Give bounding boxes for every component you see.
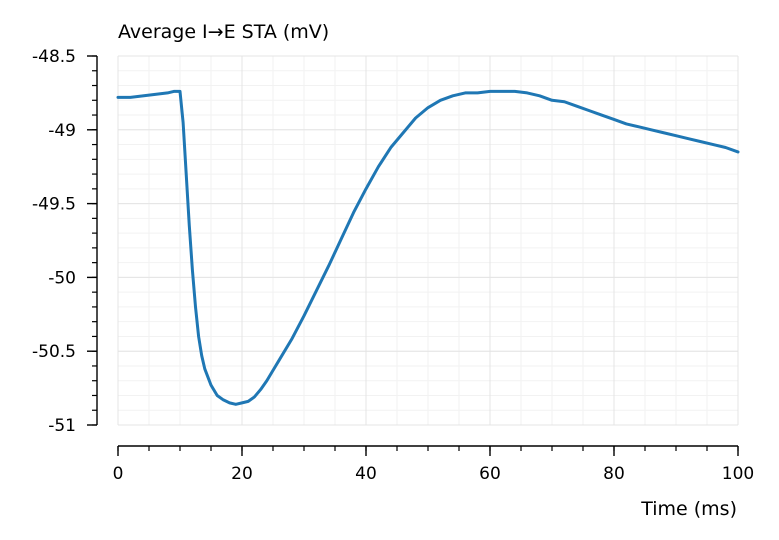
series-layer: [116, 89, 740, 406]
sta-series-line: [116, 89, 740, 406]
y-tick-label: -49: [48, 121, 76, 141]
y-axis: -51 -50.5 -50 -49.5 -49 -48.5: [32, 47, 98, 436]
x-tick-label: 0: [113, 464, 124, 484]
y-tick-label: -49.5: [32, 195, 76, 215]
y-tick-label: -50.5: [32, 342, 76, 362]
y-tick-label: -50: [48, 268, 76, 288]
chart-title: Average I→E STA (mV): [118, 21, 329, 43]
y-tick-label: -48.5: [32, 47, 76, 67]
minor-grid: [117, 55, 739, 426]
x-axis-label: Time (ms): [640, 498, 737, 520]
x-tick-label: 60: [479, 464, 501, 484]
x-tick-label: 80: [603, 464, 625, 484]
x-tick-label: 40: [355, 464, 377, 484]
y-tick-label: -51: [48, 416, 76, 436]
x-tick-label: 20: [231, 464, 253, 484]
x-tick-label: 100: [722, 464, 754, 484]
x-axis: 0 20 40 60 80 100: [113, 445, 754, 484]
major-grid: [117, 55, 739, 426]
